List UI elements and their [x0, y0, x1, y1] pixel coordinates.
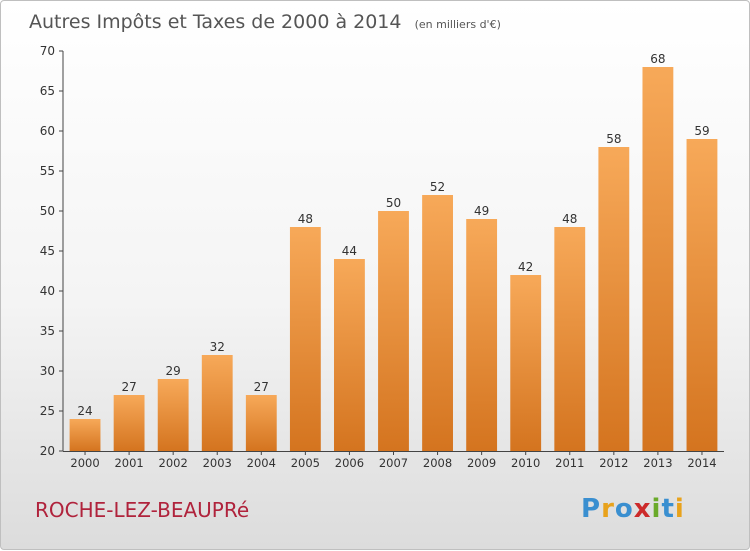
value-label-2010: 42 — [518, 260, 533, 274]
bar-2002 — [157, 379, 189, 451]
x-tick-label-2003: 2003 — [203, 456, 232, 470]
chart-title-unit: (en milliers d'€) — [415, 18, 501, 31]
x-tick-label-2000: 2000 — [70, 456, 99, 470]
bar-2006 — [334, 259, 365, 451]
value-labels-group: 24 27 29 32 27 48 44 50 52 49 42 48 58 68 59 — [77, 52, 709, 418]
bar-2007 — [378, 211, 409, 451]
value-label-2005: 48 — [298, 212, 313, 226]
y-tick-label: 40 — [40, 284, 55, 298]
value-label-2009: 49 — [474, 204, 489, 218]
x-tick-label-2012: 2012 — [599, 456, 628, 470]
commune-name: ROCHE-LEZ-BEAUPRé — [35, 498, 249, 522]
bar-2003 — [201, 355, 233, 451]
y-tick-label: 65 — [40, 84, 55, 98]
x-tick-label-2006: 2006 — [335, 456, 364, 470]
y-tick-label: 55 — [40, 164, 55, 178]
y-tick-label: 20 — [40, 444, 55, 458]
x-tick-label-2009: 2009 — [467, 456, 496, 470]
y-tick-label: 70 — [40, 44, 55, 58]
value-label-2008: 52 — [430, 180, 445, 194]
x-tick-labels-group: 2000 2001 2002 2003 2004 2005 2006 2007 2008 2009… — [70, 456, 716, 470]
logo-letter: i — [675, 494, 684, 524]
x-tick-label-2001: 2001 — [114, 456, 143, 470]
x-tick-label-2011: 2011 — [555, 456, 584, 470]
y-tick-label: 30 — [40, 364, 55, 378]
bar-2010 — [510, 275, 542, 451]
bar-2001 — [113, 395, 145, 451]
value-label-2003: 32 — [210, 340, 225, 354]
x-tick-label-2005: 2005 — [291, 456, 320, 470]
bar-2000 — [69, 419, 101, 451]
chart-title: Autres Impôts et Taxes de 2000 à 2014 (e… — [29, 11, 501, 33]
y-tick-label: 50 — [40, 204, 55, 218]
x-tick-label-2010: 2010 — [511, 456, 540, 470]
bar-2009 — [466, 219, 498, 451]
logo-letter: r — [601, 494, 614, 524]
proxiti-logo: Proxiti — [581, 494, 684, 524]
value-label-2006: 44 — [342, 244, 357, 258]
value-label-2007: 50 — [386, 196, 401, 210]
value-label-2002: 29 — [166, 364, 181, 378]
x-tick-label-2013: 2013 — [643, 456, 672, 470]
x-tick-label-2008: 2008 — [423, 456, 452, 470]
y-tick-label: 45 — [40, 244, 55, 258]
bar-2011 — [554, 227, 586, 451]
value-label-2011: 48 — [562, 212, 577, 226]
y-tick-labels-group: 20 25 30 35 40 45 50 55 60 65 70 — [40, 44, 55, 458]
value-label-2000: 24 — [77, 404, 92, 418]
bar-2008 — [422, 195, 453, 451]
bar-2005 — [289, 227, 321, 451]
logo-letter: o — [615, 494, 633, 524]
bar-2014 — [686, 139, 718, 451]
bar-2004 — [245, 395, 277, 451]
x-tick-label-2014: 2014 — [687, 456, 716, 470]
logo-letter: P — [581, 494, 600, 524]
logo-letter: t — [661, 494, 673, 524]
value-label-2014: 59 — [694, 124, 709, 138]
y-tick-label: 35 — [40, 324, 55, 338]
value-label-2001: 27 — [121, 380, 136, 394]
x-tick-label-2007: 2007 — [379, 456, 408, 470]
bar-2012 — [598, 147, 630, 451]
logo-letter: i — [652, 494, 661, 524]
chart-title-main: Autres Impôts et Taxes de 2000 à 2014 — [29, 11, 402, 33]
value-label-2012: 58 — [606, 132, 621, 146]
axes — [59, 50, 724, 455]
x-tick-label-2002: 2002 — [159, 456, 188, 470]
y-tick-label: 60 — [40, 124, 55, 138]
bar-2013 — [642, 67, 674, 451]
logo-letter: x — [634, 494, 651, 524]
value-label-2013: 68 — [650, 52, 665, 66]
y-tick-label: 25 — [40, 404, 55, 418]
x-tick-label-2004: 2004 — [247, 456, 276, 470]
value-label-2004: 27 — [254, 380, 269, 394]
bars-group — [69, 67, 718, 451]
